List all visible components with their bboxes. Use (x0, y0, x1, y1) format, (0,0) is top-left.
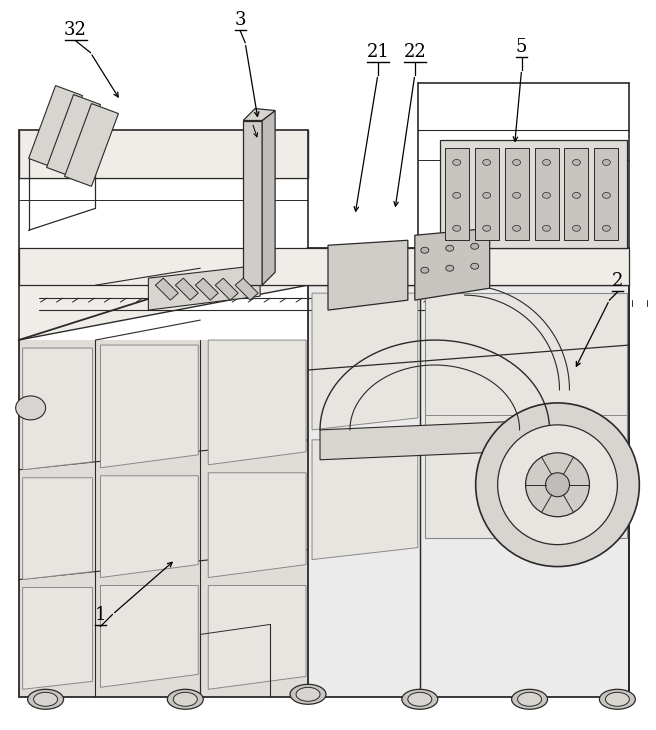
Polygon shape (29, 85, 83, 169)
Text: 22: 22 (403, 42, 426, 61)
Ellipse shape (512, 159, 521, 166)
Polygon shape (23, 477, 92, 580)
Ellipse shape (512, 193, 521, 199)
Ellipse shape (453, 193, 461, 199)
Ellipse shape (471, 264, 479, 269)
Polygon shape (23, 348, 92, 470)
Polygon shape (100, 345, 198, 468)
Ellipse shape (573, 226, 581, 231)
Polygon shape (475, 148, 499, 240)
Ellipse shape (16, 396, 46, 420)
Ellipse shape (167, 689, 203, 710)
Polygon shape (18, 340, 308, 697)
Polygon shape (148, 265, 260, 310)
Polygon shape (215, 278, 238, 300)
Polygon shape (100, 476, 198, 577)
Polygon shape (415, 228, 489, 300)
Polygon shape (312, 293, 418, 430)
Ellipse shape (543, 159, 550, 166)
Text: 3: 3 (234, 11, 246, 28)
Ellipse shape (602, 193, 610, 199)
Polygon shape (18, 248, 629, 340)
Polygon shape (262, 110, 275, 285)
Polygon shape (208, 585, 306, 689)
Ellipse shape (512, 689, 548, 710)
Ellipse shape (543, 193, 550, 199)
Text: 5: 5 (516, 38, 527, 55)
Polygon shape (155, 278, 178, 300)
Polygon shape (440, 140, 627, 248)
Ellipse shape (445, 265, 454, 272)
Ellipse shape (28, 689, 64, 710)
Polygon shape (236, 278, 258, 300)
Ellipse shape (512, 226, 521, 231)
Polygon shape (208, 340, 306, 465)
Ellipse shape (445, 245, 454, 251)
Ellipse shape (602, 159, 610, 166)
Polygon shape (64, 104, 119, 186)
Ellipse shape (173, 692, 197, 707)
Polygon shape (312, 440, 418, 560)
Ellipse shape (471, 243, 479, 249)
Ellipse shape (296, 688, 320, 702)
Ellipse shape (483, 193, 491, 199)
Ellipse shape (402, 689, 438, 710)
Ellipse shape (483, 159, 491, 166)
Ellipse shape (483, 226, 491, 231)
Polygon shape (308, 285, 629, 697)
Polygon shape (23, 588, 92, 689)
Ellipse shape (605, 692, 629, 707)
Ellipse shape (573, 159, 581, 166)
Polygon shape (594, 148, 619, 240)
Ellipse shape (573, 193, 581, 199)
Ellipse shape (546, 473, 569, 496)
Polygon shape (535, 148, 558, 240)
Polygon shape (195, 278, 218, 300)
Ellipse shape (518, 692, 542, 707)
Ellipse shape (453, 226, 461, 231)
Ellipse shape (33, 692, 58, 707)
Ellipse shape (420, 247, 429, 253)
Text: 1: 1 (94, 607, 106, 624)
Text: 21: 21 (367, 42, 389, 61)
Polygon shape (243, 109, 275, 120)
Polygon shape (328, 240, 408, 310)
Ellipse shape (543, 226, 550, 231)
Polygon shape (425, 293, 627, 537)
Polygon shape (320, 420, 550, 460)
Polygon shape (565, 148, 588, 240)
Ellipse shape (525, 453, 590, 517)
Polygon shape (175, 278, 198, 300)
Polygon shape (18, 248, 629, 285)
Ellipse shape (453, 159, 461, 166)
Ellipse shape (476, 403, 640, 566)
Ellipse shape (408, 692, 432, 707)
Text: 2: 2 (611, 272, 623, 290)
Ellipse shape (498, 425, 617, 545)
Polygon shape (208, 473, 306, 577)
Polygon shape (47, 95, 100, 177)
Polygon shape (18, 128, 308, 180)
Ellipse shape (420, 267, 429, 273)
Polygon shape (445, 148, 468, 240)
Text: 32: 32 (64, 20, 87, 39)
Polygon shape (100, 585, 198, 688)
Ellipse shape (600, 689, 636, 710)
Ellipse shape (290, 684, 326, 704)
Polygon shape (504, 148, 529, 240)
Polygon shape (243, 120, 262, 285)
Ellipse shape (602, 226, 610, 231)
